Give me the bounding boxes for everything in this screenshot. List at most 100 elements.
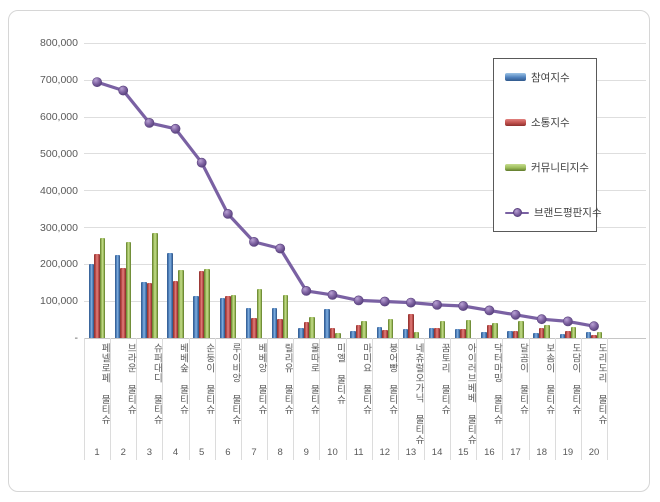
y-axis-label: 800,000 [40, 37, 78, 50]
bar [591, 335, 597, 338]
y-axis-label: 300,000 [40, 221, 78, 234]
category-separator [188, 338, 190, 460]
legend-item-brand-index: 브랜드평판지수 [505, 205, 602, 221]
category-separator [371, 338, 373, 460]
y-axis-label: 500,000 [40, 147, 78, 160]
rank-label: 19 [562, 447, 574, 458]
bar [533, 333, 539, 338]
bar [361, 320, 367, 338]
bar [335, 332, 341, 338]
category-separator [580, 338, 582, 460]
bar [277, 318, 283, 338]
category-separator [528, 338, 530, 460]
bar [204, 269, 210, 338]
category-separator [110, 338, 112, 460]
category-label: 루이비앙 물티슈 [229, 343, 241, 425]
rank-label: 11 [353, 447, 364, 458]
bar [376, 326, 383, 338]
category-label: 베베숲 물티슈 [177, 343, 189, 415]
bar [125, 242, 132, 338]
category-label: 네츄럴오가닉 물티슈 [412, 343, 424, 445]
category-separator [476, 338, 478, 460]
category-label: 미엘 물티슈 [334, 343, 346, 405]
legend-label: 브랜드평판지수 [534, 207, 602, 220]
y-axis-label: 200,000 [40, 258, 78, 271]
rank-label: 6 [225, 447, 231, 458]
rank-label: 12 [379, 447, 391, 458]
rank-label: 16 [484, 447, 495, 458]
bar [94, 254, 100, 338]
bar [460, 328, 466, 338]
bar [230, 294, 237, 338]
bar [382, 329, 388, 338]
category-label: 달곰이 물티슈 [517, 343, 529, 415]
rank-label: 18 [536, 447, 547, 458]
bar [481, 332, 487, 338]
bar [99, 238, 106, 338]
rank-label: 8 [277, 447, 283, 458]
bar [507, 330, 513, 338]
bar [167, 253, 173, 338]
category-separator [136, 338, 138, 460]
category-separator [424, 338, 425, 460]
category-label: 순둥이 물티슈 [203, 343, 215, 415]
rank-label: 20 [588, 447, 600, 458]
gridline [84, 79, 646, 81]
gridline [84, 42, 646, 44]
rank-label: 3 [146, 447, 153, 458]
category-separator [84, 338, 85, 460]
x-axis-line [84, 337, 646, 339]
bar [434, 328, 440, 338]
category-separator [554, 338, 556, 460]
bar [518, 321, 524, 338]
bar [544, 324, 550, 338]
category-separator [319, 338, 321, 460]
bar [256, 289, 263, 338]
rank-label: 17 [510, 447, 521, 458]
category-label: 보솜이 물티슈 [543, 343, 555, 415]
category-separator [607, 338, 609, 460]
category-separator [345, 338, 347, 460]
rank-label: 10 [327, 447, 338, 458]
bar [565, 331, 571, 338]
bar [88, 264, 95, 338]
bar [570, 326, 577, 338]
category-separator [502, 338, 504, 460]
bar [454, 328, 461, 338]
category-separator [214, 338, 216, 460]
bar [559, 333, 566, 338]
category-label: 도리도리 물티슈 [596, 343, 608, 425]
bar [141, 281, 147, 338]
legend: 참여지수 소통지수 커뮤니티지수 브랜드평판지수 [493, 58, 602, 232]
legend-item-community: 커뮤니티지수 [505, 160, 592, 176]
category-label: 물따로 물티슈 [308, 343, 320, 415]
y-axis-label: 400,000 [40, 184, 78, 197]
category-separator [397, 338, 399, 460]
category-label: 붕어빵 물티슈 [386, 343, 398, 415]
category-label: 브라운 물티슈 [125, 343, 137, 415]
bar [282, 294, 289, 338]
legend-label: 참여지수 [531, 71, 570, 84]
rank-label: 15 [457, 447, 469, 458]
bar [387, 319, 394, 338]
bar [298, 328, 304, 338]
bar [465, 320, 472, 338]
y-axis-label: 700,000 [40, 74, 78, 87]
y-axis-label: 100,000 [40, 295, 78, 308]
category-label: 베베앙 물티슈 [256, 343, 267, 415]
bar [408, 313, 414, 338]
legend-item-communication: 소통지수 [505, 114, 592, 130]
bar [596, 332, 603, 338]
bar [152, 233, 158, 338]
bar [486, 324, 493, 338]
category-label: 아이러브베베 물티슈 [465, 343, 477, 445]
bar [439, 320, 446, 338]
rank-label: 4 [172, 447, 179, 458]
bar [309, 316, 315, 338]
category-label: 도담이 물티슈 [569, 343, 581, 415]
bar [492, 322, 498, 338]
bar [402, 329, 409, 338]
bar [225, 295, 231, 338]
bar [324, 309, 330, 338]
green-bar-swatch-icon [505, 163, 526, 172]
